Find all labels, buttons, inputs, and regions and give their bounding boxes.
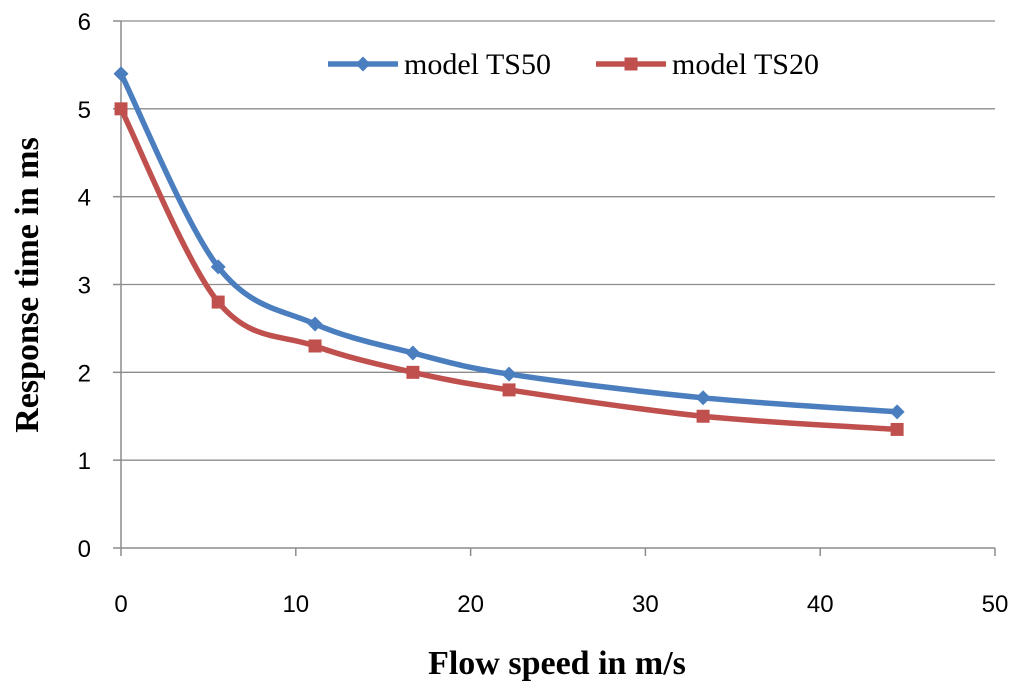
data-point-s1-4 — [501, 366, 517, 382]
data-point-s1-3 — [405, 345, 421, 361]
data-point-s2-0 — [114, 102, 128, 116]
legend: model TS50 model TS20 — [328, 48, 819, 81]
data-point-s1-5 — [695, 390, 711, 406]
data-point-s2-6 — [890, 422, 904, 436]
legend-item-1: model TS50 — [328, 48, 551, 81]
y-axis-title: Response time in ms — [9, 137, 46, 433]
series-1 — [113, 66, 905, 420]
data-point-s2-5 — [696, 409, 710, 423]
y-tick-label-6: 6 — [78, 9, 91, 36]
data-point-s1-1 — [210, 259, 226, 275]
x-tick-label-0: 0 — [114, 591, 127, 618]
data-point-s2-2 — [308, 339, 322, 353]
y-tick-label-3: 3 — [78, 273, 91, 300]
x-tick-label-30: 30 — [632, 591, 659, 618]
x-tick-labels: 0 10 20 30 40 50 — [114, 591, 1008, 618]
y-tick-label-4: 4 — [78, 185, 91, 212]
y-tick-label-0: 0 — [78, 536, 91, 563]
axes — [113, 20, 996, 556]
legend-label-2: model TS20 — [672, 48, 819, 81]
y-tick-label-5: 5 — [78, 97, 91, 124]
x-tick-label-40: 40 — [807, 591, 834, 618]
data-point-s1-2 — [307, 316, 323, 332]
data-point-s1-6 — [889, 404, 905, 420]
series-2 — [114, 102, 904, 436]
x-tick-label-20: 20 — [457, 591, 484, 618]
x-tick-label-50: 50 — [982, 591, 1009, 618]
y-tick-labels: 0 1 2 3 4 5 6 — [78, 9, 91, 563]
y-tick-label-2: 2 — [78, 360, 91, 387]
legend-marker-2 — [624, 57, 638, 71]
x-axis-title: Flow speed in m/s — [428, 645, 686, 682]
gridlines — [121, 20, 995, 461]
data-point-s2-1 — [211, 295, 225, 309]
x-tick-label-10: 10 — [282, 591, 309, 618]
legend-marker-1 — [355, 56, 371, 72]
series-group — [113, 66, 905, 436]
data-point-s2-4 — [502, 383, 516, 397]
y-tick-label-1: 1 — [78, 448, 91, 475]
legend-label-1: model TS50 — [404, 48, 551, 81]
series-line-1 — [118, 70, 900, 415]
legend-item-2: model TS20 — [596, 48, 819, 81]
data-point-s2-3 — [406, 365, 420, 379]
data-point-s1-0 — [113, 66, 129, 82]
